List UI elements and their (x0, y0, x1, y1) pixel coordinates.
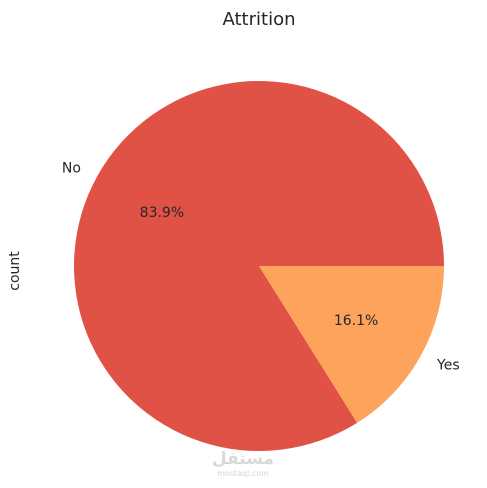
watermark-latin: mostaql.com (217, 469, 269, 478)
y-axis-label: count (7, 251, 23, 291)
slice-label-no: No (62, 160, 81, 176)
slice-label-yes: Yes (436, 358, 460, 374)
pie-slice-yes (259, 266, 444, 423)
slice-percent-yes: 16.1% (334, 313, 378, 329)
slice-percent-no: 83.9% (140, 205, 184, 221)
pie-labels: No 83.9% Yes 16.1% (62, 160, 460, 373)
watermark-arabic: مستقل (212, 449, 274, 469)
chart-title: Attrition (223, 9, 296, 30)
watermark: مستقل mostaql.com (212, 449, 274, 478)
pie-slices (74, 81, 444, 452)
